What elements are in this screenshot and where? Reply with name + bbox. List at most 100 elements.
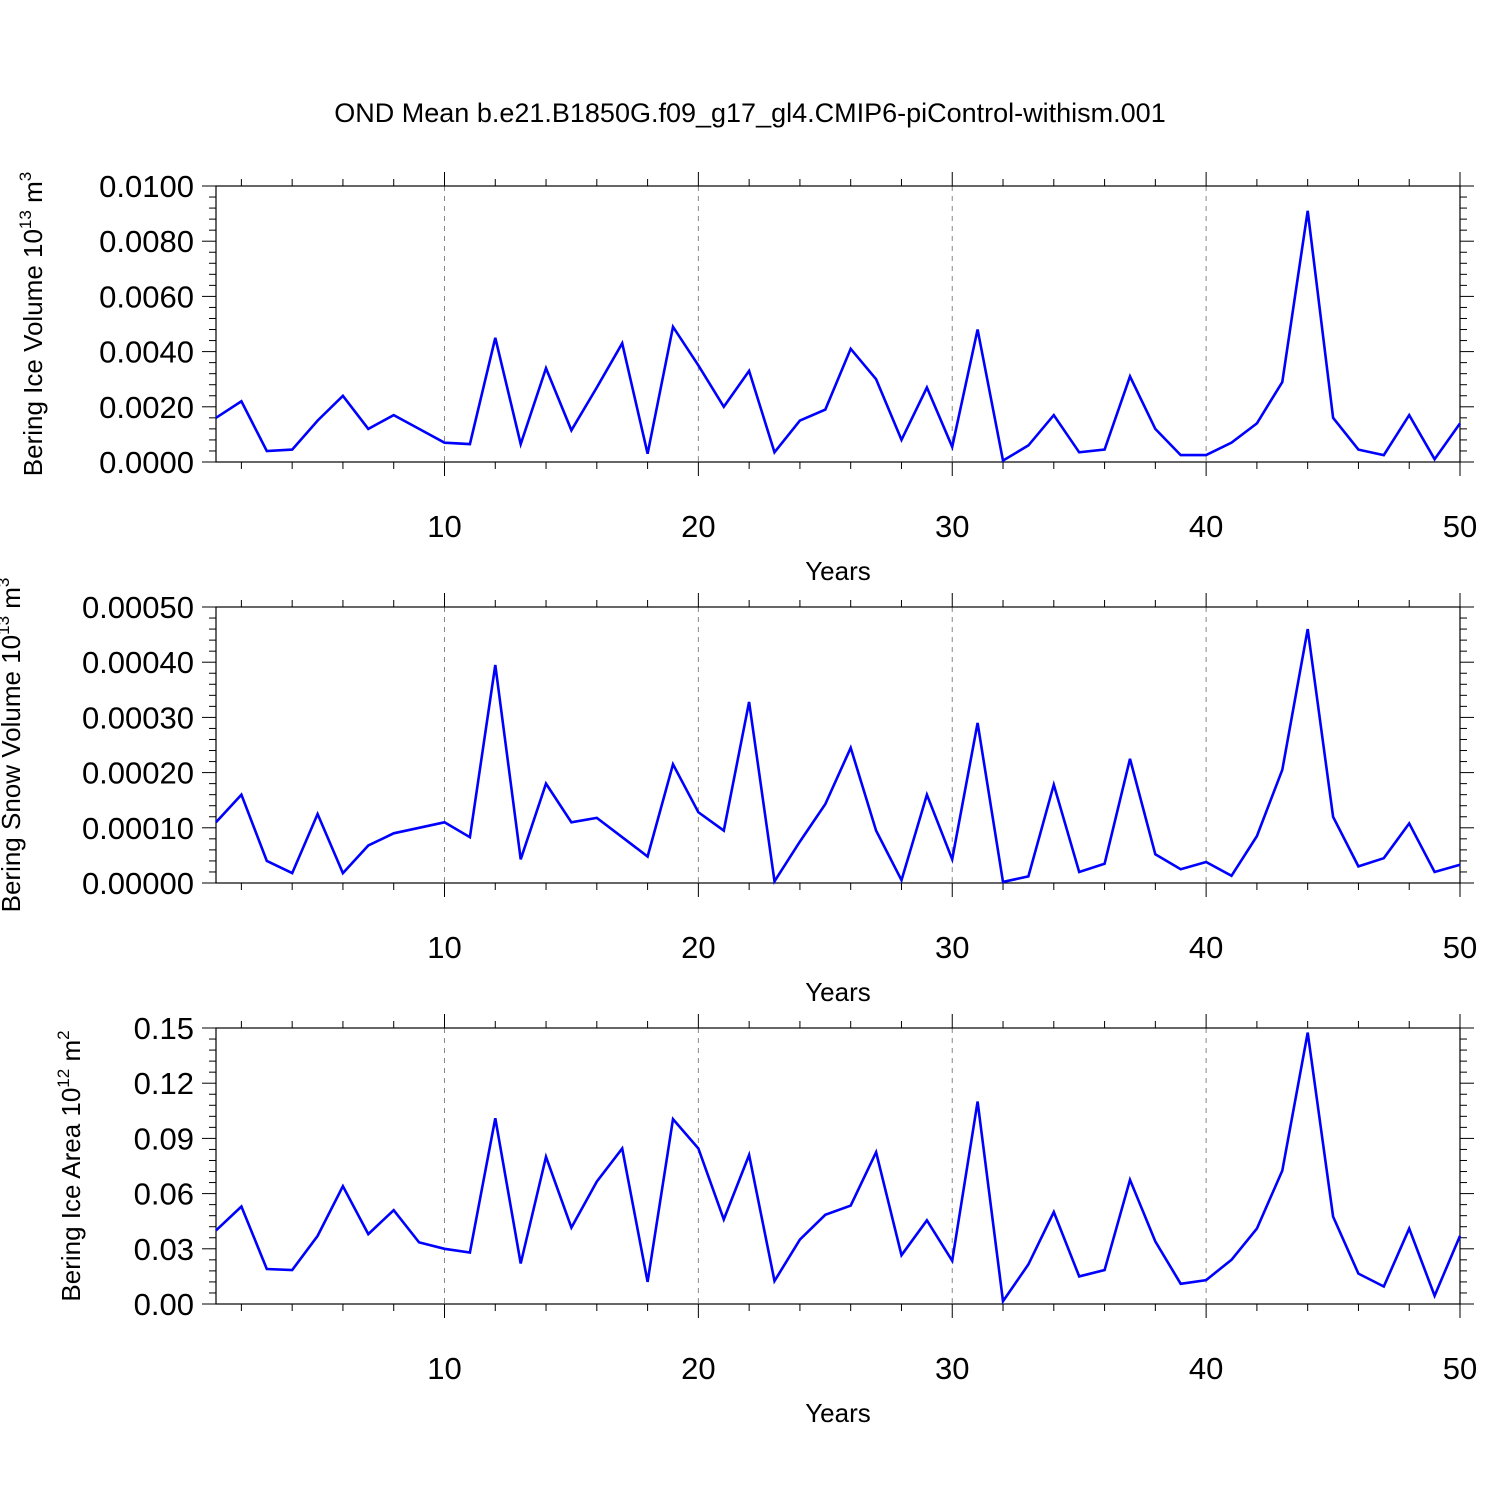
x-tick-label: 50 bbox=[1443, 1351, 1477, 1386]
x-tick-label: 10 bbox=[427, 930, 461, 965]
data-point bbox=[976, 721, 980, 725]
data-point bbox=[366, 843, 370, 847]
data-point bbox=[265, 449, 269, 453]
data-point bbox=[1407, 413, 1411, 417]
x-axis-label: Years bbox=[805, 977, 871, 1007]
y-tick-label: 0.00010 bbox=[82, 811, 194, 846]
y-label-text: Bering Snow Volume 10 bbox=[0, 635, 26, 913]
data-point bbox=[1204, 860, 1208, 864]
y-tick-label: 0.09 bbox=[134, 1121, 194, 1156]
x-tick-label: 10 bbox=[427, 1351, 461, 1386]
x-axis-label: Years bbox=[805, 556, 871, 586]
data-point bbox=[468, 835, 472, 839]
data-point bbox=[849, 746, 853, 750]
data-point bbox=[1230, 1258, 1234, 1262]
data-point bbox=[1306, 1031, 1310, 1035]
data-point bbox=[823, 1213, 827, 1217]
y-tick-label: 0.06 bbox=[134, 1177, 194, 1212]
data-point bbox=[569, 1226, 573, 1230]
data-point bbox=[747, 700, 751, 704]
data-point bbox=[1128, 1178, 1132, 1182]
chart-title: OND Mean b.e21.B1850G.f09_g17_gl4.CMIP6-… bbox=[334, 98, 1165, 128]
data-point bbox=[519, 442, 523, 446]
data-point bbox=[1407, 821, 1411, 825]
data-point bbox=[214, 1228, 218, 1232]
y-tick-label: 0.00 bbox=[134, 1287, 194, 1322]
data-point bbox=[747, 1153, 751, 1157]
data-point bbox=[468, 1250, 472, 1254]
data-point bbox=[646, 855, 650, 859]
y-label-text: m bbox=[0, 587, 26, 616]
data-point bbox=[544, 1155, 548, 1159]
panels: 10 20 30 40 500.00000.00200.00400.00600.0080… bbox=[0, 169, 1477, 1428]
panel-3: 10 20 30 40 50 0.00 0.03 0.06 0.09 0.12 0.15 Years B… bbox=[54, 1011, 1477, 1428]
x-tick-label: 30 bbox=[935, 1351, 969, 1386]
data-point bbox=[1356, 448, 1360, 452]
data-point bbox=[569, 820, 573, 824]
data-point bbox=[1433, 457, 1437, 461]
data-point bbox=[1433, 870, 1437, 874]
data-point bbox=[976, 1100, 980, 1104]
x-tick-label: 30 bbox=[935, 930, 969, 965]
y-tick-label: 0.0000 bbox=[99, 445, 194, 480]
data-point bbox=[290, 448, 294, 452]
data-point bbox=[1052, 783, 1056, 787]
y-tick-label: 0.00050 bbox=[82, 590, 194, 625]
data-point bbox=[1458, 1234, 1462, 1238]
y-axis-label: Bering Ice Area 1012 m2 bbox=[54, 1030, 86, 1301]
data-point bbox=[696, 810, 700, 814]
data-point bbox=[1356, 1272, 1360, 1276]
y-label-text: m bbox=[56, 1040, 86, 1069]
data-point bbox=[823, 408, 827, 412]
series-line bbox=[215, 210, 1462, 463]
data-point bbox=[442, 441, 446, 445]
y-tick-label: 0.12 bbox=[134, 1066, 194, 1101]
x-tick-label: 40 bbox=[1189, 509, 1223, 544]
data-point bbox=[493, 663, 497, 667]
data-point bbox=[1204, 1278, 1208, 1282]
data-point bbox=[722, 405, 726, 409]
data-point bbox=[823, 802, 827, 806]
data-point bbox=[1458, 421, 1462, 425]
data-point bbox=[316, 812, 320, 816]
x-tick-label: 10 bbox=[427, 509, 461, 544]
data-point bbox=[214, 820, 218, 824]
y-axis-label: Bering Ice Volume 1013 m3 bbox=[16, 172, 48, 476]
data-point bbox=[417, 826, 421, 830]
data-point bbox=[925, 385, 929, 389]
data-point bbox=[392, 831, 396, 835]
y-label-superscript: 2 bbox=[54, 1030, 73, 1039]
x-tick-label: 30 bbox=[935, 509, 969, 544]
data-point bbox=[874, 1150, 878, 1154]
data-point bbox=[671, 762, 675, 766]
data-point bbox=[646, 452, 650, 456]
data-point bbox=[849, 347, 853, 351]
data-point bbox=[950, 445, 954, 449]
data-point bbox=[1255, 1227, 1259, 1231]
data-point bbox=[1179, 453, 1183, 457]
data-point bbox=[265, 859, 269, 863]
y-label-text: Bering Ice Volume 10 bbox=[18, 229, 48, 476]
data-point bbox=[773, 450, 777, 454]
y-label-superscript: 13 bbox=[0, 616, 13, 635]
x-tick-label: 50 bbox=[1443, 930, 1477, 965]
y-axis-label: Bering Snow Volume 1013 m3 bbox=[0, 578, 26, 913]
data-point bbox=[1306, 209, 1310, 213]
y-tick-label: 0.00040 bbox=[82, 645, 194, 680]
data-point bbox=[595, 385, 599, 389]
data-point bbox=[595, 816, 599, 820]
y-label-superscript: 3 bbox=[16, 172, 35, 181]
data-point bbox=[1280, 1169, 1284, 1173]
data-point bbox=[899, 878, 903, 882]
data-point bbox=[1026, 1262, 1030, 1266]
data-point bbox=[798, 419, 802, 423]
y-tick-label: 0.0040 bbox=[99, 335, 194, 370]
y-label-superscript: 3 bbox=[0, 578, 13, 587]
data-point bbox=[341, 871, 345, 875]
data-point bbox=[290, 1268, 294, 1272]
data-point bbox=[392, 1208, 396, 1212]
data-point bbox=[1331, 815, 1335, 819]
data-point bbox=[1407, 1227, 1411, 1231]
